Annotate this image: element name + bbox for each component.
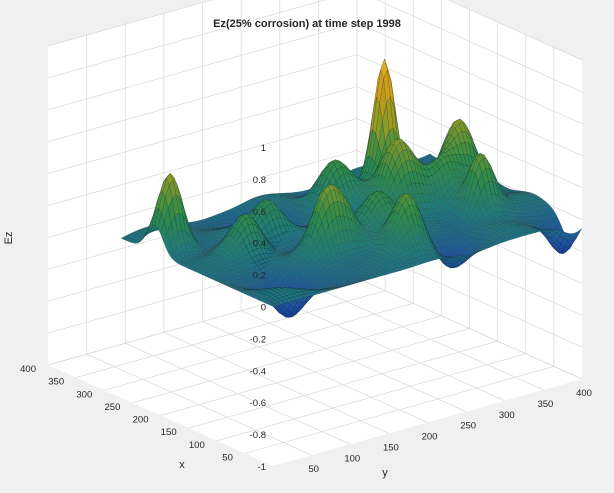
z-tick-label: -0.6 bbox=[250, 398, 266, 409]
z-tick-label: 0.4 bbox=[253, 239, 266, 250]
y-tick-label: 300 bbox=[499, 410, 515, 421]
z-tick-label: -0.2 bbox=[250, 334, 266, 345]
x-tick-label: 400 bbox=[20, 364, 36, 375]
x-tick-label: 250 bbox=[105, 402, 121, 413]
y-tick-label: 200 bbox=[422, 432, 438, 443]
z-tick-label: -0.8 bbox=[250, 430, 266, 441]
x-tick-label: 100 bbox=[189, 440, 205, 451]
y-tick-label: 100 bbox=[344, 453, 360, 464]
z-tick-label: 0.2 bbox=[253, 271, 266, 282]
x-axis-label: x bbox=[179, 459, 185, 471]
y-tick-label: 400 bbox=[576, 388, 592, 399]
z-tick-label: -1 bbox=[258, 462, 266, 473]
x-tick-label: 300 bbox=[76, 389, 92, 400]
y-tick-label: 150 bbox=[383, 442, 399, 453]
z-tick-label: 0 bbox=[261, 303, 266, 314]
y-tick-label: 350 bbox=[537, 399, 553, 410]
z-axis-label: Ez bbox=[3, 232, 15, 245]
y-tick-label: 50 bbox=[308, 464, 319, 475]
y-tick-label: 250 bbox=[460, 421, 476, 432]
y-axis-label: y bbox=[382, 467, 388, 479]
x-tick-label: 150 bbox=[161, 427, 177, 438]
z-tick-label: 0.6 bbox=[253, 207, 266, 218]
x-tick-label: 350 bbox=[48, 377, 64, 388]
x-tick-label: 50 bbox=[222, 452, 233, 463]
z-tick-label: 0.8 bbox=[253, 175, 266, 186]
z-tick-label: -0.4 bbox=[250, 366, 266, 377]
chart-title: Ez(25% corrosion) at time step 1998 bbox=[213, 18, 401, 30]
x-tick-label: 200 bbox=[133, 415, 149, 426]
z-tick-label: 1 bbox=[261, 143, 266, 154]
